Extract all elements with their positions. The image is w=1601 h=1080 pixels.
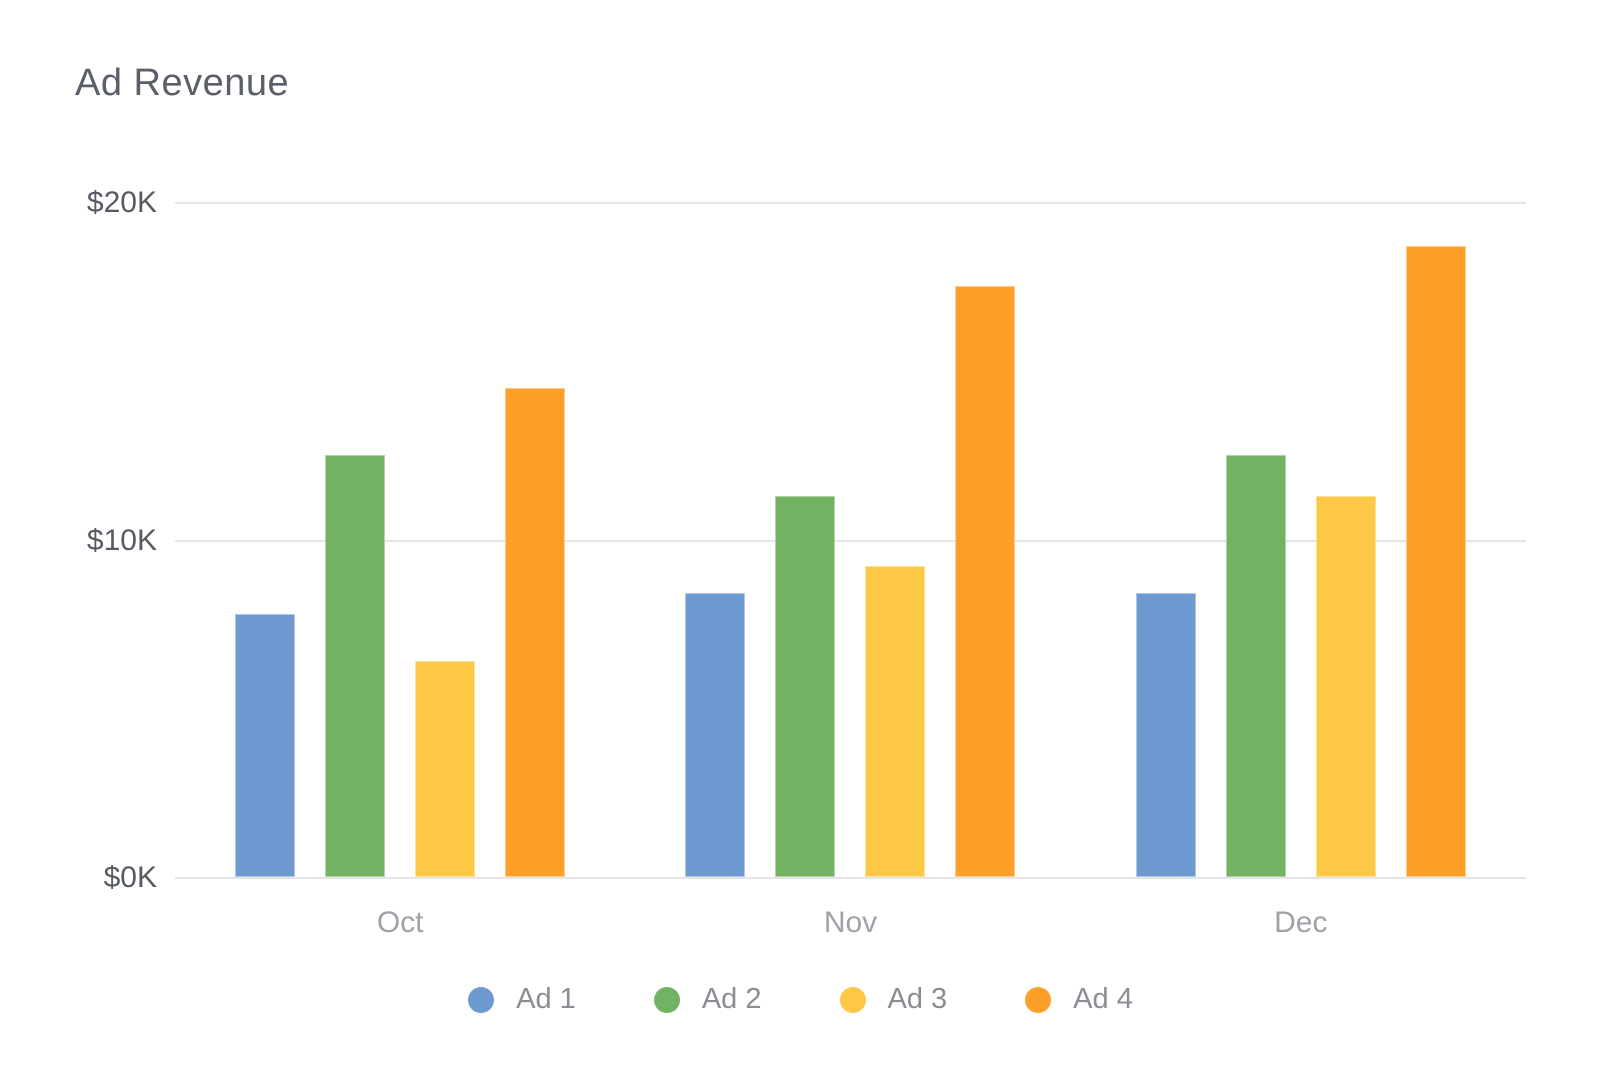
legend-dot-icon bbox=[839, 986, 866, 1013]
bar-oct-ad-3[interactable] bbox=[415, 661, 476, 877]
bar-dec-ad-1[interactable] bbox=[1135, 593, 1196, 877]
legend-label: Ad 4 bbox=[1073, 983, 1133, 1015]
bar-oct-ad-4[interactable] bbox=[505, 388, 566, 877]
bar-group-oct bbox=[175, 202, 625, 877]
y-axis-tick-label--20k: $20K bbox=[86, 186, 157, 219]
y-axis-tick-label--0k: $0K bbox=[103, 861, 157, 894]
legend-item-ad-3[interactable]: Ad 3 bbox=[839, 983, 948, 1016]
legend-item-ad-1[interactable]: Ad 1 bbox=[468, 983, 576, 1016]
x-axis-label-nov: Nov bbox=[823, 906, 878, 939]
legend-label: Ad 3 bbox=[887, 983, 948, 1015]
bar-group-nov bbox=[625, 202, 1075, 877]
bar-nov-ad-2[interactable] bbox=[775, 496, 836, 877]
x-axis-label-oct: Oct bbox=[376, 906, 424, 939]
gridline--0k bbox=[175, 877, 1526, 879]
bar-groups bbox=[175, 202, 1526, 877]
legend-dot-icon bbox=[1025, 986, 1052, 1013]
gridline--20k bbox=[175, 202, 1526, 204]
gridline--10k bbox=[175, 539, 1526, 542]
plot-area bbox=[175, 202, 1526, 879]
bar-nov-ad-4[interactable] bbox=[955, 286, 1016, 877]
x-axis-label-dec: Dec bbox=[1274, 906, 1328, 939]
bar-dec-ad-2[interactable] bbox=[1225, 455, 1286, 877]
bar-oct-ad-2[interactable] bbox=[325, 455, 386, 877]
bar-nov-ad-3[interactable] bbox=[865, 566, 926, 877]
legend-label: Ad 1 bbox=[516, 983, 576, 1015]
legend: Ad 1 Ad 2 Ad 3 Ad 4 bbox=[0, 983, 1601, 1016]
bar-dec-ad-3[interactable] bbox=[1315, 496, 1376, 877]
chart-title: Ad Revenue bbox=[75, 62, 290, 104]
y-axis-tick-label--10k: $10K bbox=[86, 523, 157, 557]
bar-oct-ad-1[interactable] bbox=[235, 614, 296, 877]
bar-nov-ad-1[interactable] bbox=[685, 593, 746, 877]
bar-dec-ad-4[interactable] bbox=[1405, 246, 1466, 877]
x-axis: Oct Nov Dec bbox=[175, 906, 1526, 940]
legend-item-ad-2[interactable]: Ad 2 bbox=[653, 983, 762, 1016]
legend-dot-icon bbox=[468, 986, 495, 1013]
legend-label: Ad 2 bbox=[701, 983, 762, 1015]
legend-dot-icon bbox=[653, 986, 680, 1013]
bar-group-dec bbox=[1076, 202, 1526, 877]
legend-item-ad-4[interactable]: Ad 4 bbox=[1025, 983, 1133, 1016]
